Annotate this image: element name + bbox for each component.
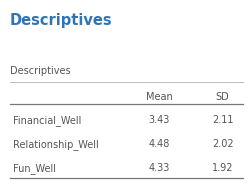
Text: Descriptives: Descriptives	[10, 66, 71, 76]
Text: Descriptives: Descriptives	[10, 13, 112, 28]
Text: SD: SD	[215, 92, 229, 102]
Text: 4.33: 4.33	[148, 163, 169, 173]
Text: 3.43: 3.43	[148, 115, 169, 125]
Text: 2.11: 2.11	[211, 115, 232, 125]
Text: 4.48: 4.48	[148, 139, 169, 149]
Text: Mean: Mean	[145, 92, 172, 102]
Text: Fun_Well: Fun_Well	[13, 163, 55, 174]
Text: 1.92: 1.92	[211, 163, 232, 173]
Text: 2.02: 2.02	[211, 139, 233, 149]
Text: Relationship_Well: Relationship_Well	[13, 139, 98, 150]
Text: Financial_Well: Financial_Well	[13, 115, 81, 126]
